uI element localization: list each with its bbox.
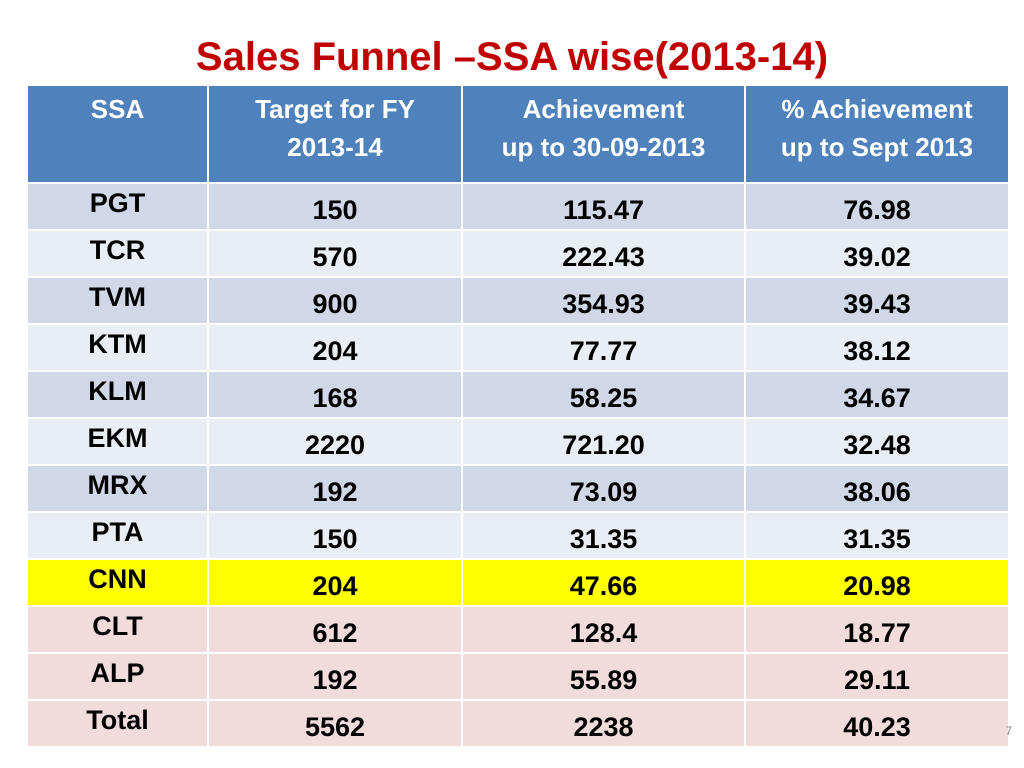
header-ssa: SSA [26, 84, 209, 184]
header-pct-achievement: % Achievement up to Sept 2013 [744, 84, 1010, 184]
pct-achievement-cell: 34.67 [744, 370, 1010, 419]
pct-achievement-cell: 39.02 [744, 229, 1010, 278]
achievement-cell: 77.77 [461, 323, 746, 372]
target-cell: 150 [207, 182, 463, 231]
pct-achievement-cell: 38.06 [744, 464, 1010, 513]
ssa-cell: KLM [26, 370, 209, 419]
target-cell: 900 [207, 276, 463, 325]
header-line: 2013-14 [287, 132, 383, 162]
header-line: Target for FY [255, 94, 415, 124]
table-body: PGT 150 115.47 76.98 TCR 570 222.43 39.02 TVM 900… [26, 182, 1010, 748]
achievement-cell: 354.93 [461, 276, 746, 325]
ssa-cell: KTM [26, 323, 209, 372]
pct-achievement-cell: 20.98 [744, 558, 1010, 607]
achievement-cell: 128.4 [461, 605, 746, 654]
table-row: ALP 192 55.89 29.11 [26, 652, 1010, 701]
header-target: Target for FY 2013-14 [207, 84, 463, 184]
table-row: CLT 612 128.4 18.77 [26, 605, 1010, 654]
ssa-cell: TVM [26, 276, 209, 325]
achievement-cell: 222.43 [461, 229, 746, 278]
achievement-cell: 55.89 [461, 652, 746, 701]
header-line: up to 30-09-2013 [501, 132, 706, 162]
ssa-cell: CNN [26, 558, 209, 607]
table-header-row: SSA Target for FY 2013-14 Achievement up… [26, 84, 1010, 184]
achievement-cell: 73.09 [461, 464, 746, 513]
pct-achievement-cell: 29.11 [744, 652, 1010, 701]
pct-achievement-cell: 38.12 [744, 323, 1010, 372]
ssa-cell: EKM [26, 417, 209, 466]
achievement-cell: 2238 [461, 699, 746, 748]
achievement-cell: 115.47 [461, 182, 746, 231]
header-line: % Achievement [781, 94, 973, 124]
achievement-cell: 721.20 [461, 417, 746, 466]
page-number: 7 [1005, 724, 1012, 738]
table-total-row: Total 5562 2238 40.23 [26, 699, 1010, 748]
table-row: PTA 150 31.35 31.35 [26, 511, 1010, 560]
ssa-cell: Total [26, 699, 209, 748]
ssa-cell: CLT [26, 605, 209, 654]
target-cell: 204 [207, 323, 463, 372]
table-row: MRX 192 73.09 38.06 [26, 464, 1010, 513]
table-row: CNN 204 47.66 20.98 [26, 558, 1010, 607]
table-row: TVM 900 354.93 39.43 [26, 276, 1010, 325]
pct-achievement-cell: 32.48 [744, 417, 1010, 466]
target-cell: 192 [207, 464, 463, 513]
target-cell: 2220 [207, 417, 463, 466]
target-cell: 5562 [207, 699, 463, 748]
target-cell: 612 [207, 605, 463, 654]
target-cell: 204 [207, 558, 463, 607]
ssa-cell: MRX [26, 464, 209, 513]
slide-title: Sales Funnel –SSA wise(2013-14) [195, 35, 829, 79]
table-row: EKM 2220 721.20 32.48 [26, 417, 1010, 466]
achievement-cell: 58.25 [461, 370, 746, 419]
table-row: KTM 204 77.77 38.12 [26, 323, 1010, 372]
pct-achievement-cell: 76.98 [744, 182, 1010, 231]
ssa-cell: PTA [26, 511, 209, 560]
target-cell: 192 [207, 652, 463, 701]
target-cell: 168 [207, 370, 463, 419]
pct-achievement-cell: 18.77 [744, 605, 1010, 654]
achievement-cell: 31.35 [461, 511, 746, 560]
header-line: SSA [90, 94, 145, 124]
table-row: PGT 150 115.47 76.98 [26, 182, 1010, 231]
table-row: KLM 168 58.25 34.67 [26, 370, 1010, 419]
pct-achievement-cell: 31.35 [744, 511, 1010, 560]
achievement-cell: 47.66 [461, 558, 746, 607]
ssa-cell: TCR [26, 229, 209, 278]
header-line: Achievement [522, 94, 685, 124]
ssa-cell: PGT [26, 182, 209, 231]
pct-achievement-cell: 39.43 [744, 276, 1010, 325]
pct-achievement-cell: 40.23 [744, 699, 1010, 748]
header-line: up to Sept 2013 [780, 132, 974, 162]
target-cell: 570 [207, 229, 463, 278]
ssa-cell: ALP [26, 652, 209, 701]
table-row: TCR 570 222.43 39.02 [26, 229, 1010, 278]
header-achievement: Achievement up to 30-09-2013 [461, 84, 746, 184]
target-cell: 150 [207, 511, 463, 560]
sales-funnel-table: SSA Target for FY 2013-14 Achievement up… [26, 84, 1010, 748]
